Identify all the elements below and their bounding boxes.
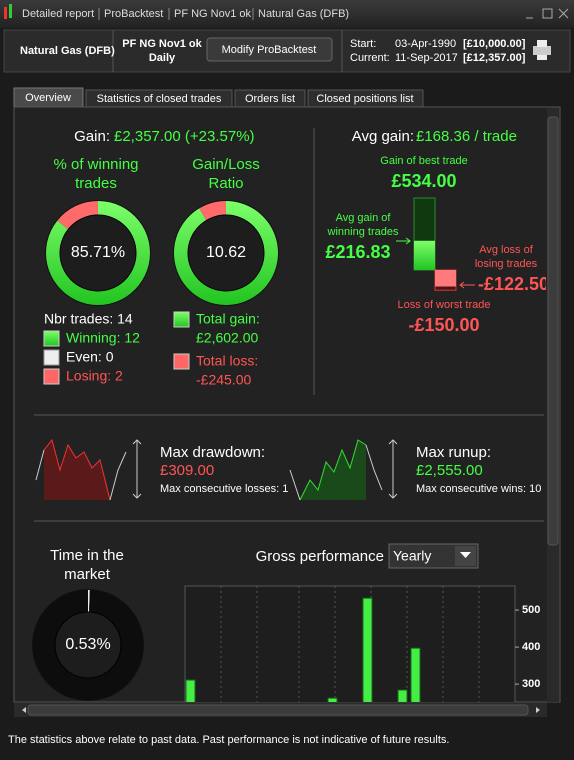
start-date: 03-Apr-1990 <box>395 38 456 50</box>
total-loss-label: Total loss: <box>196 353 258 369</box>
runup-label: Max runup: <box>416 444 491 461</box>
app-icon <box>4 7 7 19</box>
avg-win-value: £216.83 <box>325 242 390 262</box>
gross-title: Gross performance <box>256 548 384 565</box>
app-icon <box>9 4 12 18</box>
avg-win-label: Avg gain of winning trades <box>327 212 399 238</box>
avg-gain-label: Avg gain: <box>352 128 414 145</box>
gain-label: Gain: <box>74 128 110 145</box>
print-icon[interactable] <box>533 40 551 60</box>
drawdown-label: Max drawdown: <box>160 444 265 461</box>
maximize[interactable] <box>542 8 553 19</box>
ratio-title: Gain/Loss Ratio <box>192 156 260 192</box>
close[interactable] <box>558 8 569 19</box>
avg-win-bar <box>414 240 435 270</box>
runup-note: Max consecutive wins: 10 <box>416 483 541 495</box>
time-title: Time in the market <box>50 547 124 583</box>
donut-value: 0.53% <box>65 636 110 653</box>
donut-value: 85.71% <box>71 244 125 261</box>
runup-illustration <box>289 439 398 501</box>
donut-value: 10.62 <box>206 244 246 261</box>
v-scroll-thumb[interactable] <box>547 116 559 546</box>
period: Daily <box>149 52 176 64</box>
total-gain-label: Total gain: <box>196 311 260 327</box>
period-value[interactable]: Yearly <box>393 548 431 564</box>
avg-loss-bar <box>435 270 456 287</box>
donut-hole <box>59 214 137 292</box>
runup-value: £2,555.00 <box>416 462 483 479</box>
legend-swatch <box>173 311 190 328</box>
worst-value: -£150.00 <box>408 315 479 335</box>
title-item: ProBacktest <box>104 8 163 20</box>
drawdown-value: £309.00 <box>160 462 214 479</box>
winning-count: Winning: 12 <box>66 330 140 346</box>
modify-button-label[interactable]: Modify ProBacktest <box>222 44 317 56</box>
donut-hole <box>187 214 265 292</box>
title-item: Natural Gas (DFB) <box>258 8 349 20</box>
h-scroll-thumb[interactable] <box>27 704 529 716</box>
winning-title: % of winning trades <box>53 156 139 192</box>
total-loss-value: -£245.00 <box>196 372 251 388</box>
best-label: Gain of best trade <box>380 155 467 167</box>
donut-hole <box>54 611 122 679</box>
bar <box>327 697 338 702</box>
y-tick-label: 300 <box>522 678 540 690</box>
bar <box>185 679 196 702</box>
y-tick-label: 400 <box>522 641 540 653</box>
system: PF NG Nov1 ok <box>122 38 202 50</box>
legend-swatch <box>43 349 60 366</box>
tab-label[interactable]: Statistics of closed trades <box>97 93 222 105</box>
start-label: Start: <box>350 38 376 50</box>
bar <box>397 689 408 702</box>
legend-swatch <box>43 368 60 385</box>
legend-swatch <box>43 330 60 347</box>
gross-plot <box>184 585 516 702</box>
tab-label[interactable]: Closed positions list <box>316 93 413 105</box>
title-item: Detailed report <box>22 8 94 20</box>
title-item: PF NG Nov1 ok <box>174 8 252 20</box>
drawdown-illustration <box>35 438 142 501</box>
modify-button[interactable] <box>206 37 333 62</box>
donut-segment <box>88 590 90 613</box>
current-label: Current: <box>350 52 390 64</box>
title-bar <box>0 0 574 28</box>
legend-swatch <box>173 353 190 370</box>
instrument: Natural Gas (DFB) <box>20 45 115 57</box>
donut-segment <box>32 590 143 700</box>
donut-segment <box>57 201 98 230</box>
disclaimer: The statistics above relate to past data… <box>8 734 449 746</box>
avg-loss-label: Avg loss of losing trades <box>474 244 538 270</box>
even-count: Even: 0 <box>66 349 114 365</box>
worst-label: Loss of worst trade <box>398 299 491 311</box>
bar <box>410 647 421 702</box>
total-gain-value: £2,602.00 <box>196 330 258 346</box>
start-value: [£10,000.00] <box>463 38 526 50</box>
avg-gain-value: £168.36 / trade <box>416 128 517 145</box>
tab-label[interactable]: Overview <box>25 92 71 104</box>
tab-label[interactable]: Orders list <box>245 93 295 105</box>
losing-count: Losing: 2 <box>66 368 123 384</box>
drawdown-note: Max consecutive losses: 1 <box>160 483 288 495</box>
current-value: [£12,357.00] <box>463 52 526 64</box>
avg-loss-value: -£122.50 <box>478 274 549 294</box>
gain-value: £2,357.00 (+23.57%) <box>114 128 255 145</box>
nbr-trades: Nbr trades: 14 <box>44 311 133 327</box>
bar <box>362 597 373 702</box>
best-value: £534.00 <box>391 171 456 191</box>
current-date: 11-Sep-2017 <box>395 52 458 64</box>
y-tick-label: 500 <box>522 604 540 616</box>
